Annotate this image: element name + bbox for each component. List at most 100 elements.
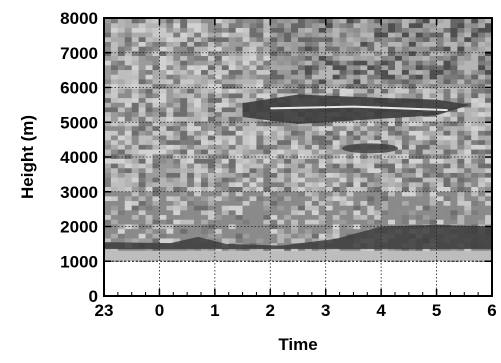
- heatmap-cell: [180, 50, 188, 57]
- heatmap-cell: [124, 32, 133, 38]
- heatmap-cell: [166, 130, 174, 136]
- heatmap-cell: [124, 139, 133, 145]
- heatmap-cell: [228, 181, 237, 188]
- heatmap-cell: [353, 139, 361, 145]
- heatmap-cell: [235, 83, 244, 89]
- heatmap-cell: [173, 69, 181, 75]
- heatmap-cell: [214, 205, 223, 211]
- heatmap-cell: [339, 181, 348, 188]
- heatmap-cell: [214, 177, 223, 183]
- heatmap-cell: [443, 209, 452, 216]
- heatmap-cell: [180, 125, 188, 131]
- heatmap-cell: [346, 55, 355, 61]
- heatmap-cell: [159, 181, 167, 188]
- heatmap-cell: [381, 46, 389, 52]
- heatmap-cell: [117, 55, 126, 61]
- heatmap-cell: [104, 158, 112, 164]
- heatmap-cell: [478, 46, 486, 52]
- heatmap-cell: [201, 158, 209, 164]
- heatmap-cell: [201, 200, 209, 206]
- heatmap-cell: [180, 228, 188, 234]
- heatmap-cell: [429, 130, 438, 136]
- heatmap-cell: [256, 247, 264, 253]
- heatmap-cell: [374, 27, 382, 33]
- heatmap-cell: [395, 22, 403, 28]
- heatmap-cell: [471, 130, 479, 136]
- heatmap-cell: [436, 116, 445, 122]
- heatmap-cell: [401, 148, 410, 155]
- heatmap-cell: [270, 60, 278, 66]
- heatmap-cell: [367, 46, 375, 52]
- heatmap-cell: [464, 214, 472, 220]
- heatmap-cell: [242, 74, 251, 80]
- heatmap-cell: [207, 163, 216, 169]
- heatmap-cell: [214, 181, 223, 188]
- heatmap-cell: [415, 55, 424, 61]
- heatmap-cell: [450, 46, 458, 52]
- heatmap-cell: [395, 69, 403, 75]
- heatmap-cell: [138, 186, 147, 192]
- heatmap-cell: [159, 167, 167, 173]
- heatmap-cell: [235, 88, 244, 94]
- heatmap-cell: [235, 102, 244, 108]
- heatmap-cell: [249, 83, 258, 89]
- heatmap-cell: [201, 144, 209, 150]
- heatmap-cell: [457, 209, 465, 216]
- heatmap-cell: [478, 153, 486, 159]
- heatmap-cell: [235, 130, 244, 136]
- heatmap-cell: [166, 205, 174, 211]
- heatmap-cell: [235, 74, 244, 80]
- heatmap-cell: [291, 233, 299, 239]
- heatmap-cell: [242, 36, 251, 42]
- heatmap-cell: [346, 247, 355, 253]
- heatmap-cell: [270, 153, 278, 159]
- heatmap-cell: [263, 27, 271, 33]
- heatmap-cell: [263, 60, 271, 66]
- heatmap-cell: [117, 18, 126, 24]
- heatmap-cell: [235, 116, 244, 122]
- heatmap-cell: [485, 247, 492, 253]
- heatmap-cell: [429, 177, 438, 183]
- heatmap-cell: [450, 22, 458, 28]
- heatmap-cell: [235, 22, 244, 28]
- heatmap-cell: [339, 55, 348, 61]
- heatmap-cell: [124, 74, 133, 80]
- y-tick-label: 2000: [60, 218, 98, 237]
- heatmap-cell: [110, 186, 119, 192]
- heatmap-cell: [194, 120, 202, 127]
- heatmap-cell: [429, 247, 438, 253]
- heatmap-cell: [422, 46, 431, 52]
- heatmap-cell: [381, 60, 389, 66]
- heatmap-cell: [353, 36, 361, 42]
- heatmap-cell: [187, 223, 195, 230]
- heatmap-cell: [277, 41, 285, 47]
- heatmap-cell: [173, 92, 181, 99]
- heatmap-cell: [374, 200, 382, 206]
- heatmap-cell: [291, 18, 299, 24]
- heatmap-cell: [166, 78, 174, 85]
- heatmap-cell: [478, 195, 486, 202]
- heatmap-cell: [332, 139, 341, 145]
- heatmap-cell: [346, 228, 355, 234]
- heatmap-cell: [270, 64, 278, 71]
- heatmap-cell: [173, 78, 181, 85]
- heatmap-cell: [291, 219, 299, 225]
- heatmap-cell: [429, 163, 438, 169]
- heatmap-cell: [346, 78, 355, 85]
- heatmap-cell: [138, 88, 147, 94]
- heatmap-cell: [304, 205, 313, 211]
- heatmap-cell: [367, 153, 375, 159]
- heatmap-cell: [131, 163, 140, 169]
- heatmap-cell: [304, 83, 313, 89]
- heatmap-cell: [457, 181, 465, 188]
- heatmap-cell: [159, 111, 167, 117]
- heatmap-cell: [110, 209, 119, 216]
- heatmap-cell: [110, 102, 119, 108]
- heatmap-cell: [408, 64, 417, 71]
- heatmap-cell: [304, 219, 313, 225]
- heatmap-cell: [422, 55, 431, 61]
- heatmap-cell: [367, 74, 375, 80]
- heatmap-cell: [166, 181, 174, 188]
- heatmap-cell: [332, 22, 341, 28]
- heatmap-cell: [228, 97, 237, 103]
